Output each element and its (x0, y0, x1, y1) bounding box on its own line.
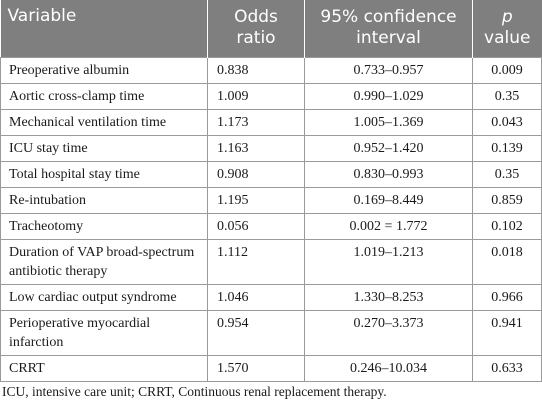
cell-odds-ratio: 1.163 (207, 134, 305, 162)
cell-p-value: 0.859 (472, 186, 542, 214)
table-row: Perioperative myocardial infarction 0.95… (0, 309, 542, 356)
cell-variable: Preoperative albumin (0, 56, 208, 84)
cell-confidence-interval: 1.005–1.369 (304, 108, 473, 136)
cell-confidence-interval: 0.002 = 1.772 (304, 212, 473, 240)
header-p-value: p value (484, 7, 531, 49)
cell-odds-ratio: 1.195 (207, 186, 305, 214)
cell-odds-ratio: 1.173 (207, 108, 305, 136)
cell-variable: Mechanical ventilation time (0, 108, 208, 136)
cell-variable: Aortic cross-clamp time (0, 82, 208, 110)
cell-p-value: 0.009 (472, 56, 542, 84)
cell-variable: Duration of VAP broad-spectrum antibioti… (0, 238, 208, 285)
cell-odds-ratio: 1.112 (207, 238, 305, 285)
cell-confidence-interval: 0.733–0.957 (304, 56, 473, 84)
table-row: Duration of VAP broad-spectrum antibioti… (0, 238, 542, 285)
results-table-container: Variable Odds ratio 95% confidence inter… (0, 0, 542, 382)
table-row: Aortic cross-clamp time 1.009 0.990–1.02… (0, 82, 542, 110)
cell-variable: Tracheotomy (0, 212, 208, 240)
cell-p-value: 0.102 (472, 212, 542, 240)
cell-confidence-interval: 0.830–0.993 (304, 160, 473, 188)
header-confidence-interval: 95% confidence interval (304, 0, 473, 57)
cell-variable: Total hospital stay time (0, 160, 208, 188)
cell-odds-ratio: 1.046 (207, 283, 305, 311)
cell-variable: CRRT (0, 354, 208, 382)
cell-confidence-interval: 0.952–1.420 (304, 134, 473, 162)
cell-p-value: 0.633 (472, 354, 542, 382)
table-row: Re-intubation 1.195 0.169–8.449 0.859 (0, 186, 542, 214)
cell-variable: Perioperative myocardial infarction (0, 309, 208, 356)
cell-odds-ratio: 0.908 (207, 160, 305, 188)
cell-p-value: 0.35 (472, 160, 542, 188)
cell-p-value: 0.139 (472, 134, 542, 162)
cell-odds-ratio: 1.009 (207, 82, 305, 110)
cell-confidence-interval: 0.246–10.034 (304, 354, 473, 382)
header-odds-ratio: Odds ratio (207, 0, 305, 57)
cell-odds-ratio: 0.838 (207, 56, 305, 84)
cell-p-value: 0.941 (472, 309, 542, 356)
table-row: Preoperative albumin 0.838 0.733–0.957 0… (0, 56, 542, 84)
table-row: ICU stay time 1.163 0.952–1.420 0.139 (0, 134, 542, 162)
cell-variable: Low cardiac output syndrome (0, 283, 208, 311)
table-row: Low cardiac output syndrome 1.046 1.330–… (0, 283, 542, 311)
cell-variable: Re-intubation (0, 186, 208, 214)
header-variable: Variable (0, 0, 208, 57)
cell-confidence-interval: 0.990–1.029 (304, 82, 473, 110)
cell-p-value: 0.018 (472, 238, 542, 285)
table-row: CRRT 1.570 0.246–10.034 0.633 (0, 354, 542, 382)
cell-variable: ICU stay time (0, 134, 208, 162)
cell-confidence-interval: 0.169–8.449 (304, 186, 473, 214)
odds-ratio-table: Variable Odds ratio 95% confidence inter… (0, 0, 542, 382)
cell-confidence-interval: 0.270–3.373 (304, 309, 473, 356)
cell-p-value: 0.966 (472, 283, 542, 311)
cell-odds-ratio: 0.954 (207, 309, 305, 356)
cell-confidence-interval: 1.330–8.253 (304, 283, 473, 311)
table-row: Total hospital stay time 0.908 0.830–0.9… (0, 160, 542, 188)
cell-odds-ratio: 1.570 (207, 354, 305, 382)
cell-p-value: 0.043 (472, 108, 542, 136)
cell-p-value: 0.35 (472, 82, 542, 110)
table-header-row: Variable Odds ratio 95% confidence inter… (0, 0, 542, 57)
cell-odds-ratio: 0.056 (207, 212, 305, 240)
table-footnote: ICU, intensive care unit; CRRT, Continuo… (2, 384, 387, 399)
table-row: Mechanical ventilation time 1.173 1.005–… (0, 108, 542, 136)
table-row: Tracheotomy 0.056 0.002 = 1.772 0.102 (0, 212, 542, 240)
cell-confidence-interval: 1.019–1.213 (304, 238, 473, 285)
